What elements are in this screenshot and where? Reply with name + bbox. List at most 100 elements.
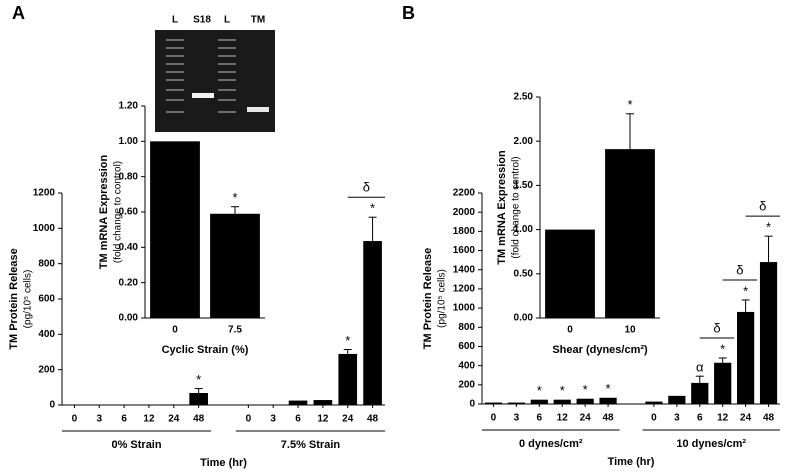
y-tick-label: 600	[38, 294, 55, 305]
bracket-label: δ	[759, 199, 766, 214]
y-tick-label: 1000	[33, 223, 56, 234]
x-tick-label: 48	[367, 414, 379, 425]
y-tick-label: 1200	[453, 284, 476, 295]
x-tick-label: 0	[172, 325, 178, 336]
x-tick-label: 6	[537, 413, 543, 424]
x-tick-label: 24	[342, 414, 354, 425]
y-tick-label: 2200	[453, 188, 476, 199]
bar	[288, 400, 308, 405]
bar	[605, 149, 655, 318]
x-tick-label: 6	[295, 414, 301, 425]
error-bar	[764, 235, 773, 263]
panel-label: A	[12, 3, 25, 23]
bar	[338, 353, 358, 405]
x-tick-label: 7.5	[228, 325, 242, 336]
y-tick-label: 400	[38, 329, 55, 340]
y-tick-label: 0.40	[119, 242, 139, 253]
y-tick-label: 200	[458, 379, 475, 390]
bar	[313, 400, 333, 405]
significance-marker: *	[720, 341, 725, 356]
y-tick-label: 1600	[453, 245, 476, 256]
bar	[507, 402, 525, 404]
significance-marker: α	[696, 360, 704, 375]
x-tick-label: 0	[246, 414, 252, 425]
error-bar	[695, 375, 704, 383]
error-bar	[626, 113, 634, 150]
x-tick-label: 12	[557, 413, 569, 424]
x-tick-label: 12	[317, 414, 329, 425]
x-tick-label: 0	[567, 325, 573, 336]
y-axis-title: TM mRNA Expression	[98, 154, 110, 269]
error-bar	[368, 216, 377, 242]
x-tick-label: 3	[514, 413, 520, 424]
x-tick-label: 3	[674, 413, 680, 424]
x-tick-label: 12	[143, 414, 155, 425]
y-tick-label: 1800	[453, 226, 476, 237]
group-label: 10 dynes/cm²	[676, 438, 746, 450]
y-axis-title: TM mRNA Expression	[496, 150, 508, 265]
gel-lane-label: S18	[193, 15, 211, 26]
x-tick-label: 0	[651, 413, 657, 424]
bar	[150, 141, 200, 318]
y-tick-label: 800	[38, 258, 55, 269]
error-bar	[194, 388, 203, 393]
x-tick-label: 10	[624, 325, 636, 336]
x-tick-label: 3	[270, 414, 276, 425]
y-tick-label: 600	[458, 341, 475, 352]
significance-marker: *	[370, 201, 375, 216]
bracket-label: δ	[713, 320, 720, 335]
x-tick-label: 24	[580, 413, 592, 424]
significance-marker: *	[196, 372, 201, 387]
bar	[164, 404, 184, 405]
significance-marker: *	[583, 382, 588, 397]
bar	[668, 395, 686, 404]
error-bar	[231, 206, 239, 214]
bar	[530, 399, 548, 404]
group-label: 0% Strain	[111, 439, 161, 451]
group-label: 7.5% Strain	[281, 439, 341, 451]
y-tick-label: 0.50	[514, 268, 534, 279]
y-axis-subtitle: (fold change to control)	[113, 161, 124, 263]
significance-marker: *	[627, 97, 632, 112]
error-bar	[741, 299, 750, 312]
y-tick-label: 1.00	[119, 136, 139, 147]
significance-marker: *	[560, 383, 565, 398]
x-tick-label: 24	[168, 414, 180, 425]
y-tick-label: 0.00	[514, 313, 534, 324]
bar	[484, 402, 503, 404]
x-axis-title: Cyclic Strain (%)	[162, 344, 249, 356]
y-tick-label: 0	[469, 399, 475, 410]
significance-marker: *	[606, 381, 611, 396]
y-tick-label: 1.20	[119, 101, 139, 112]
y-axis-subtitle: (fold change to control)	[511, 156, 522, 258]
x-tick-label: 48	[763, 413, 775, 424]
y-axis-subtitle: (pg/10⁵ cells)	[23, 270, 34, 329]
y-tick-label: 0.60	[119, 207, 139, 218]
y-tick-label: 1.00	[514, 224, 534, 235]
bar	[714, 362, 732, 404]
significance-marker: *	[345, 333, 350, 348]
bracket-label: δ	[736, 262, 743, 277]
y-tick-label: 2.50	[514, 92, 534, 103]
y-tick-label: 1.50	[514, 180, 534, 191]
group-label: 0 dynes/cm²	[519, 438, 583, 450]
significance-marker: *	[232, 190, 237, 205]
y-axis-subtitle: (pg/10⁵ cells)	[437, 269, 448, 328]
y-axis-title: TM Protein Release	[422, 248, 434, 349]
panel-label: B	[402, 3, 415, 23]
x-tick-label: 48	[603, 413, 615, 424]
significance-marker: *	[743, 283, 748, 298]
y-tick-label: 1200	[33, 188, 56, 199]
y-tick-label: 1400	[453, 264, 476, 275]
x-tick-label: 3	[96, 414, 102, 425]
x-axis-title: Time (hr)	[608, 456, 655, 468]
significance-marker: *	[766, 220, 771, 235]
y-tick-label: 0.00	[119, 313, 139, 324]
gel-image	[155, 30, 275, 132]
x-tick-label: 0	[491, 413, 497, 424]
x-tick-label: 6	[121, 414, 127, 425]
y-tick-label: 200	[38, 364, 55, 375]
bar	[645, 401, 663, 404]
x-axis-title: Shear (dynes/cm²)	[552, 344, 648, 356]
